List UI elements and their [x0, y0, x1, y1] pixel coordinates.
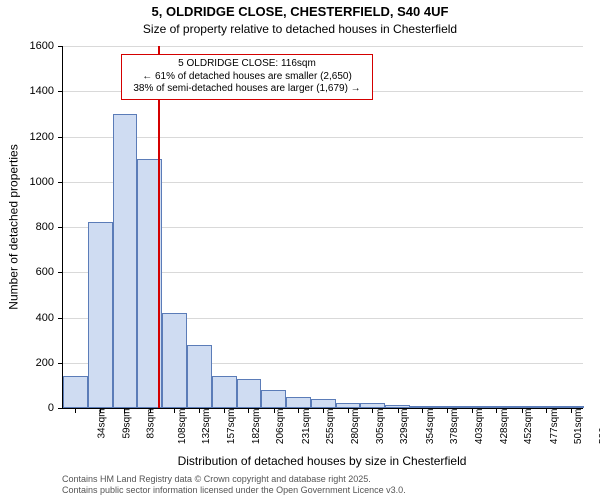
x-tick-mark [522, 408, 523, 413]
histogram-bar [237, 379, 262, 408]
annotation-line: 38% of semi-detached houses are larger (… [128, 83, 366, 96]
x-tick-label: 477sqm [549, 409, 560, 445]
x-tick-mark [398, 408, 399, 413]
histogram-bar [212, 376, 237, 408]
x-tick-label: 428sqm [499, 409, 510, 445]
y-tick-label: 1000 [0, 176, 54, 188]
x-tick-label: 280sqm [350, 409, 361, 445]
x-tick-mark [248, 408, 249, 413]
y-tick-mark [58, 91, 63, 92]
x-tick-label: 255sqm [325, 409, 336, 445]
x-tick-label: 108sqm [177, 409, 188, 445]
plot-area: 5 OLDRIDGE CLOSE: 116sqm← 61% of detache… [62, 46, 583, 409]
x-tick-mark [348, 408, 349, 413]
histogram-bar [63, 376, 88, 408]
grid-line [63, 137, 583, 138]
x-tick-mark [372, 408, 373, 413]
y-tick-mark [58, 318, 63, 319]
x-tick-label: 59sqm [122, 409, 133, 439]
chart-subtitle: Size of property relative to detached ho… [0, 22, 600, 36]
x-tick-mark [298, 408, 299, 413]
histogram-bar [162, 313, 187, 408]
x-tick-label: 378sqm [449, 409, 460, 445]
chart-title: 5, OLDRIDGE CLOSE, CHESTERFIELD, S40 4UF [0, 4, 600, 19]
x-tick-mark [174, 408, 175, 413]
y-tick-mark [58, 363, 63, 364]
x-tick-mark [546, 408, 547, 413]
histogram-bar [261, 390, 286, 408]
x-tick-mark [323, 408, 324, 413]
x-tick-mark [199, 408, 200, 413]
x-tick-mark [150, 408, 151, 413]
reference-line [158, 46, 160, 408]
y-tick-label: 1200 [0, 131, 54, 143]
y-tick-label: 400 [0, 312, 54, 324]
footer-line-2: Contains public sector information licen… [62, 485, 582, 496]
histogram-bar [187, 345, 212, 408]
x-tick-mark [472, 408, 473, 413]
y-tick-label: 0 [0, 402, 54, 414]
grid-line [63, 46, 583, 47]
histogram-bar [88, 222, 113, 408]
x-tick-mark [496, 408, 497, 413]
x-tick-label: 182sqm [251, 409, 262, 445]
x-tick-mark [274, 408, 275, 413]
x-tick-mark [100, 408, 101, 413]
histogram-bar [286, 397, 311, 408]
histogram-bar [311, 399, 336, 408]
y-tick-mark [58, 227, 63, 228]
x-tick-label: 34sqm [97, 409, 108, 439]
x-tick-label: 231sqm [301, 409, 312, 445]
x-tick-label: 354sqm [425, 409, 436, 445]
x-axis-title: Distribution of detached houses by size … [62, 454, 582, 468]
y-tick-mark [58, 46, 63, 47]
x-tick-label: 206sqm [276, 409, 287, 445]
x-tick-mark [224, 408, 225, 413]
annotation: 5 OLDRIDGE CLOSE: 116sqm← 61% of detache… [121, 54, 373, 100]
x-tick-mark [75, 408, 76, 413]
y-tick-label: 800 [0, 221, 54, 233]
y-tick-mark [58, 182, 63, 183]
x-tick-label: 83sqm [146, 409, 157, 439]
chart-container: 5, OLDRIDGE CLOSE, CHESTERFIELD, S40 4UF… [0, 0, 600, 500]
histogram-bar [113, 114, 138, 408]
footer: Contains HM Land Registry data © Crown c… [62, 474, 582, 496]
x-tick-label: 329sqm [399, 409, 410, 445]
x-tick-mark [422, 408, 423, 413]
x-tick-mark [447, 408, 448, 413]
footer-line-1: Contains HM Land Registry data © Crown c… [62, 474, 582, 485]
y-tick-mark [58, 137, 63, 138]
y-tick-label: 1400 [0, 85, 54, 97]
annotation-line: ← 61% of detached houses are smaller (2,… [128, 71, 366, 84]
annotation-line: 5 OLDRIDGE CLOSE: 116sqm [128, 58, 366, 71]
x-tick-label: 305sqm [375, 409, 386, 445]
y-tick-label: 1600 [0, 40, 54, 52]
x-tick-label: 501sqm [573, 409, 584, 445]
y-tick-mark [58, 272, 63, 273]
x-tick-label: 403sqm [474, 409, 485, 445]
x-tick-label: 452sqm [523, 409, 534, 445]
x-tick-label: 157sqm [226, 409, 237, 445]
x-tick-mark [124, 408, 125, 413]
x-tick-label: 132sqm [201, 409, 212, 445]
x-tick-mark [571, 408, 572, 413]
y-tick-mark [58, 408, 63, 409]
y-tick-label: 600 [0, 266, 54, 278]
y-tick-label: 200 [0, 357, 54, 369]
